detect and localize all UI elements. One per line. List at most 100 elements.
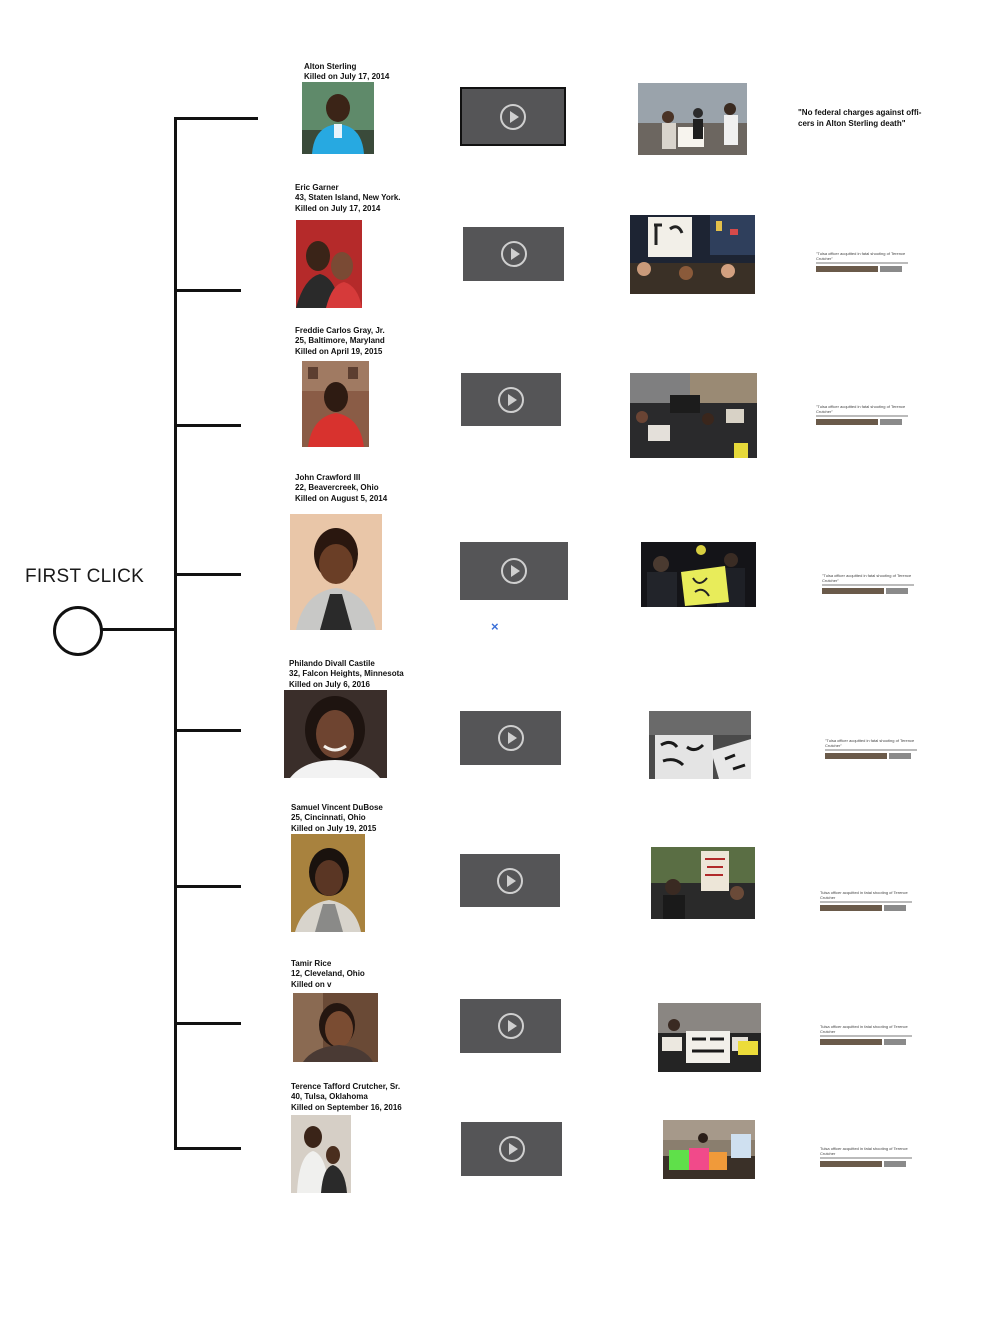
victim-caption: Samuel Vincent DuBose 25, Cincinnati, Oh… xyxy=(291,803,383,834)
video-player[interactable] xyxy=(460,854,560,907)
victim-detail: Killed on July 17, 2014 xyxy=(295,203,381,213)
video-player[interactable] xyxy=(463,227,564,281)
headline-thumbnail[interactable]: Tulsa officer acquitted in fatal shootin… xyxy=(820,1146,912,1167)
byline-bar xyxy=(820,1157,912,1159)
victim-caption: Freddie Carlos Gray, Jr. 25, Baltimore, … xyxy=(295,326,385,357)
byline-bar xyxy=(820,1035,912,1037)
victim-name: Samuel Vincent DuBose xyxy=(291,803,383,812)
tree-trunk-line xyxy=(174,118,177,1150)
headline-thumbnails xyxy=(816,419,908,425)
headline-thumbnails xyxy=(816,266,908,272)
victim-caption: Tamir Rice 12, Cleveland, Ohio Killed on… xyxy=(291,959,365,990)
victim-name: Freddie Carlos Gray, Jr. xyxy=(295,326,385,335)
play-icon[interactable] xyxy=(498,386,524,413)
victim-caption: John Crawford III 22, Beavercreek, Ohio … xyxy=(295,473,387,504)
byline-bar xyxy=(820,901,912,903)
headline-thumbnail[interactable]: "Tulsa officer acquitted in fatal shooti… xyxy=(825,738,917,759)
headline-thumbnails xyxy=(820,905,912,911)
headline-thumbnails xyxy=(820,1039,912,1045)
play-icon[interactable] xyxy=(500,103,526,130)
victim-caption: Philando Divall Castile 32, Falcon Heigh… xyxy=(289,659,404,690)
headline-text: Tulsa officer acquitted in fatal shootin… xyxy=(820,890,908,900)
byline-bar xyxy=(825,749,917,751)
video-player[interactable] xyxy=(460,87,566,146)
victim-name: Philando Divall Castile xyxy=(289,659,375,668)
protest-photo xyxy=(638,83,747,155)
start-node-circle[interactable] xyxy=(53,606,103,656)
victim-photo xyxy=(291,834,365,932)
victim-photo xyxy=(296,220,362,308)
victim-detail: Killed on September 16, 2016 xyxy=(291,1102,402,1112)
branch-line xyxy=(174,424,241,427)
victim-caption: Eric Garner 43, Staten Island, New York.… xyxy=(295,183,401,214)
connector-stem xyxy=(100,628,176,631)
victim-name: Tamir Rice xyxy=(291,959,332,968)
play-icon[interactable] xyxy=(501,558,527,584)
headline-thumbnails xyxy=(822,588,914,594)
headline-thumbnail[interactable]: Tulsa officer acquitted in fatal shootin… xyxy=(820,1024,912,1045)
victim-caption: Alton Sterling Killed on July 17, 2014 xyxy=(304,62,389,83)
headline-thumbnail[interactable]: "Tulsa officer acquitted in fatal shooti… xyxy=(822,573,914,594)
video-player[interactable] xyxy=(460,711,561,765)
victim-name: Alton Sterling xyxy=(304,62,357,71)
victim-name: Eric Garner xyxy=(295,183,339,192)
video-player[interactable] xyxy=(460,542,568,600)
headline-text: Tulsa officer acquitted in fatal shootin… xyxy=(820,1024,908,1034)
victim-detail: Killed on July 17, 2014 xyxy=(304,72,390,82)
video-player[interactable] xyxy=(461,1122,562,1176)
branch-line xyxy=(174,1022,241,1025)
headline-text: "Tulsa officer acquitted in fatal shooti… xyxy=(822,573,912,583)
victim-name: John Crawford III xyxy=(295,473,361,482)
victim-detail: Killed on August 5, 2014 xyxy=(295,493,388,503)
headline-text: Tulsa officer acquitted in fatal shootin… xyxy=(820,1146,908,1156)
victim-detail: Killed on April 19, 2015 xyxy=(295,346,383,356)
branch-line xyxy=(174,885,241,888)
protest-photo xyxy=(649,711,751,779)
protest-photo xyxy=(630,373,757,458)
headline-thumbnails xyxy=(825,753,917,759)
branch-line xyxy=(174,289,241,292)
play-icon[interactable] xyxy=(497,1013,524,1039)
victim-detail: 25, Cincinnati, Ohio xyxy=(291,813,366,823)
victim-detail: 25, Baltimore, Maryland xyxy=(295,336,385,346)
byline-bar xyxy=(816,415,908,417)
victim-photo xyxy=(290,514,382,630)
play-icon[interactable] xyxy=(497,725,524,751)
victim-photo xyxy=(302,361,369,447)
victim-name: Terence Tafford Crutcher, Sr. xyxy=(291,1082,401,1091)
video-player[interactable] xyxy=(461,373,561,426)
headline-thumbnail[interactable]: "Tulsa officer acquitted in fatal shooti… xyxy=(816,404,908,425)
headline-thumbnails xyxy=(820,1161,912,1167)
headline-text[interactable]: "No federal charges against offi-cers in… xyxy=(798,108,922,128)
victim-photo xyxy=(302,82,374,154)
play-icon[interactable] xyxy=(498,1136,525,1162)
close-icon[interactable]: × xyxy=(491,619,499,634)
play-icon[interactable] xyxy=(500,241,527,267)
byline-bar xyxy=(822,584,914,586)
victim-detail: 32, Falcon Heights, Minnesota xyxy=(289,669,404,679)
victim-photo xyxy=(293,993,378,1062)
victim-detail: Killed on July 6, 2016 xyxy=(289,679,370,689)
protest-photo xyxy=(641,542,756,607)
victim-photo xyxy=(291,1115,351,1193)
victim-detail: 43, Staten Island, New York. xyxy=(295,193,401,203)
victim-detail: 22, Beavercreek, Ohio xyxy=(295,483,379,493)
branch-line xyxy=(174,1147,241,1150)
protest-photo xyxy=(658,1003,761,1072)
victim-detail: 40, Tulsa, Oklahoma xyxy=(291,1092,368,1102)
headline-thumbnail[interactable]: Tulsa officer acquitted in fatal shootin… xyxy=(820,890,912,911)
headline-text: "Tulsa officer acquitted in fatal shooti… xyxy=(816,404,906,414)
first-click-label: FIRST CLICK xyxy=(25,566,145,587)
branch-line xyxy=(174,729,241,732)
headline-thumbnail[interactable]: "Tulsa officer acquitted in fatal shooti… xyxy=(816,251,908,272)
victim-detail: Killed on July 19, 2015 xyxy=(291,823,377,833)
play-icon[interactable] xyxy=(497,867,523,894)
protest-photo xyxy=(651,847,755,919)
branch-line xyxy=(174,573,241,576)
protest-photo xyxy=(663,1120,755,1179)
video-player[interactable] xyxy=(460,999,561,1053)
branch-line xyxy=(174,117,258,120)
victim-detail: 12, Cleveland, Ohio xyxy=(291,969,365,979)
headline-text: "Tulsa officer acquitted in fatal shooti… xyxy=(816,251,906,261)
victim-photo xyxy=(284,690,387,778)
